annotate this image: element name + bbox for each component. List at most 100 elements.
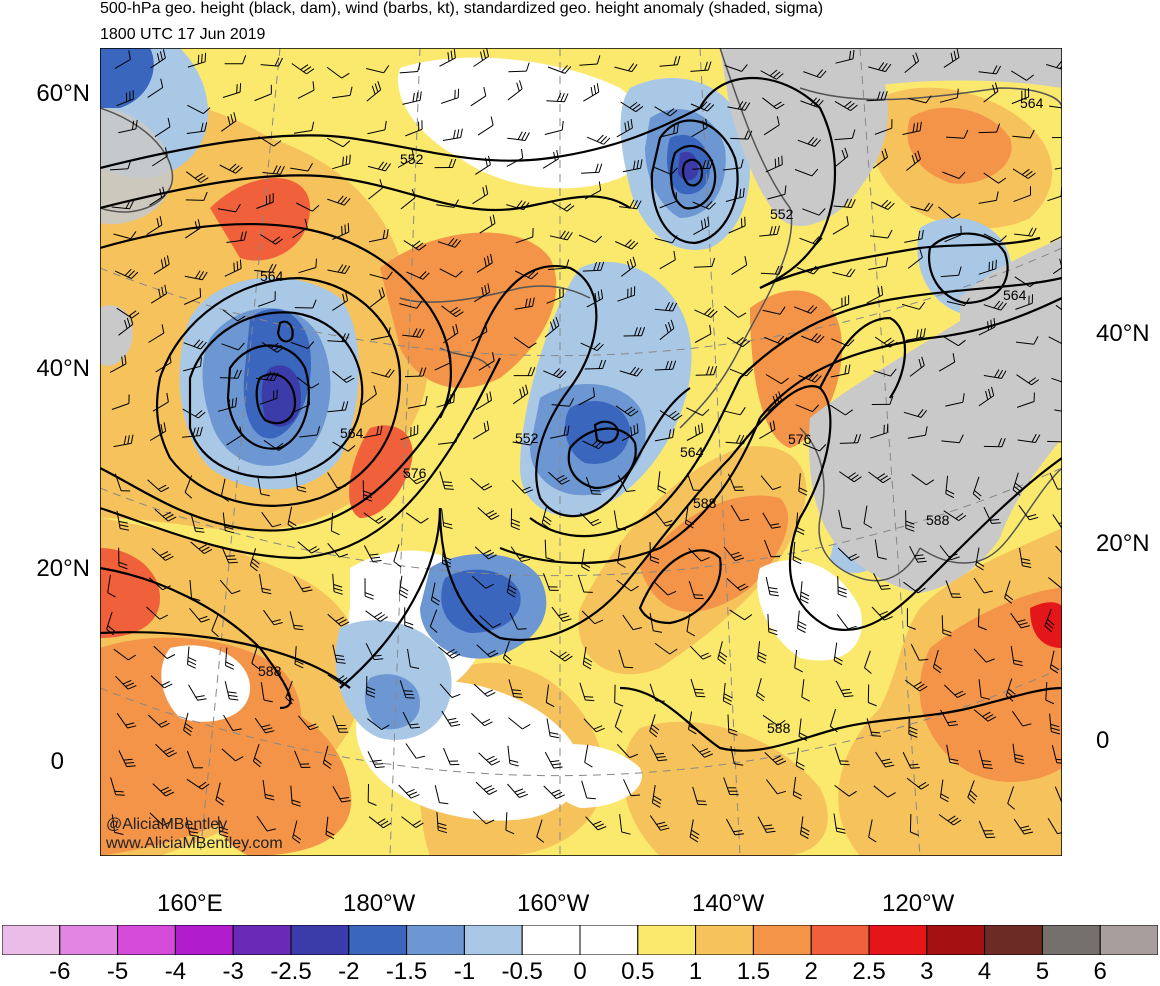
lon-label: 160°E — [157, 890, 223, 918]
lon-label: 180°W — [343, 890, 415, 918]
colorbar-label: -2 — [338, 958, 359, 986]
wind-barb-flag — [348, 223, 349, 232]
wind-barb-flag — [695, 693, 704, 694]
contour-label: 588 — [926, 512, 950, 528]
wind-barb-flag — [745, 217, 746, 226]
wind-barb-flag — [202, 54, 203, 63]
watermark-site: www.AliciaMBentley.com — [106, 835, 283, 853]
colorbar-label: 0.5 — [621, 958, 654, 986]
wind-barb-flag — [374, 764, 383, 765]
wind-barb-flag — [450, 353, 451, 362]
wind-barb-flag — [887, 424, 888, 433]
colorbar-label: -2.5 — [270, 958, 311, 986]
lat-label-right: 0 — [1096, 727, 1109, 755]
wind-barb-flag — [518, 629, 527, 630]
wind-barb — [186, 200, 204, 201]
lon-label: 120°W — [882, 890, 954, 918]
wind-barb — [730, 138, 748, 139]
colorbar-box — [985, 925, 1043, 955]
wind-barb — [978, 609, 979, 627]
watermark-handle: @AliciaMBentley — [106, 816, 227, 834]
wind-barb-flag — [585, 700, 594, 701]
contour-label: 552 — [770, 206, 794, 222]
wind-barb — [694, 267, 712, 268]
wind-barb-flag — [240, 260, 241, 269]
colorbar-box — [233, 925, 291, 955]
colorbar-label: 5 — [1036, 958, 1049, 986]
contour-label: 564 — [1003, 287, 1027, 303]
wind-barb-flag — [115, 791, 124, 792]
wind-barb-flag — [992, 261, 993, 270]
colorbar-label: -5 — [107, 958, 128, 986]
colorbar-box — [464, 925, 522, 955]
wind-barb-flag — [234, 263, 235, 272]
wind-barb-flag — [741, 218, 742, 227]
lat-label-right: 40°N — [1096, 320, 1150, 348]
lat-label-left: 20°N — [0, 555, 90, 583]
colorbar-label: -1 — [454, 958, 475, 986]
colorbar-box — [349, 925, 407, 955]
wind-barb-flag — [198, 55, 199, 64]
colorbar-label: -1.5 — [386, 958, 427, 986]
wind-barb — [979, 132, 997, 133]
wind-barb-flag — [779, 157, 780, 166]
wind-barb-flag — [775, 159, 776, 168]
colorbar-box — [522, 925, 580, 955]
colorbar-box — [1100, 925, 1158, 955]
wind-barb — [942, 615, 943, 633]
wind-barb-flag — [911, 768, 920, 769]
contour-label: 588 — [767, 720, 791, 736]
colorbar-box — [696, 925, 754, 955]
colorbar-box — [2, 925, 60, 955]
colorbar-box — [638, 925, 696, 955]
lon-label: 160°W — [517, 890, 589, 918]
wind-barb-flag — [229, 562, 238, 563]
wind-barb-flag — [694, 689, 703, 690]
colorbar-label: 2 — [805, 958, 818, 986]
wind-barb-flag — [631, 795, 640, 796]
wind-barb-flag — [841, 764, 850, 765]
colorbar-label: 6 — [1094, 958, 1107, 986]
colorbar-label: 1.5 — [737, 958, 770, 986]
colorbar-box — [1042, 925, 1100, 955]
wind-barb — [220, 378, 238, 379]
colorbar-label: 3 — [920, 958, 933, 986]
wind-barb-flag — [342, 226, 343, 235]
valid-time: 1800 UTC 17 Jun 2019 — [100, 26, 265, 44]
wind-barb-flag — [872, 736, 881, 737]
colorbar-box — [118, 925, 176, 955]
wind-barb-flag — [237, 84, 238, 93]
lat-label-left: 0 — [0, 748, 64, 776]
wind-barb-flag — [345, 225, 346, 234]
wind-barb-flag — [240, 83, 241, 92]
wind-barb-flag — [309, 396, 310, 405]
wind-barb-flag — [445, 489, 454, 490]
wind-barb-flag — [200, 288, 201, 297]
contour-label: 552 — [515, 430, 539, 446]
wind-barb-flag — [782, 156, 783, 165]
colorbar-box — [753, 925, 811, 955]
contour-label: 564 — [1020, 95, 1044, 111]
colorbar-label: -6 — [49, 958, 70, 986]
wind-barb-flag — [587, 798, 596, 799]
wind-barb — [696, 375, 714, 376]
wind-barb — [840, 443, 858, 444]
wind-barb — [910, 814, 911, 832]
lat-label-right: 20°N — [1096, 530, 1150, 558]
wind-barb-flag — [990, 520, 999, 521]
wind-barb-flag — [205, 53, 206, 62]
wind-barb-flag — [406, 698, 415, 699]
wind-barb — [508, 71, 526, 72]
wind-barb-flag — [350, 155, 351, 164]
wind-barb-flag — [116, 795, 125, 796]
colorbar-label: -3 — [223, 958, 244, 986]
wind-barb — [585, 369, 603, 370]
colorbar-label: -0.5 — [502, 958, 543, 986]
wind-barb-flag — [584, 697, 593, 698]
wind-barb-flag — [343, 157, 344, 166]
colorbar-box — [580, 925, 638, 955]
contour-label: 576 — [788, 431, 812, 447]
colorbar-label: 0 — [573, 958, 586, 986]
colorbar-box — [927, 925, 985, 955]
colorbar-box — [811, 925, 869, 955]
